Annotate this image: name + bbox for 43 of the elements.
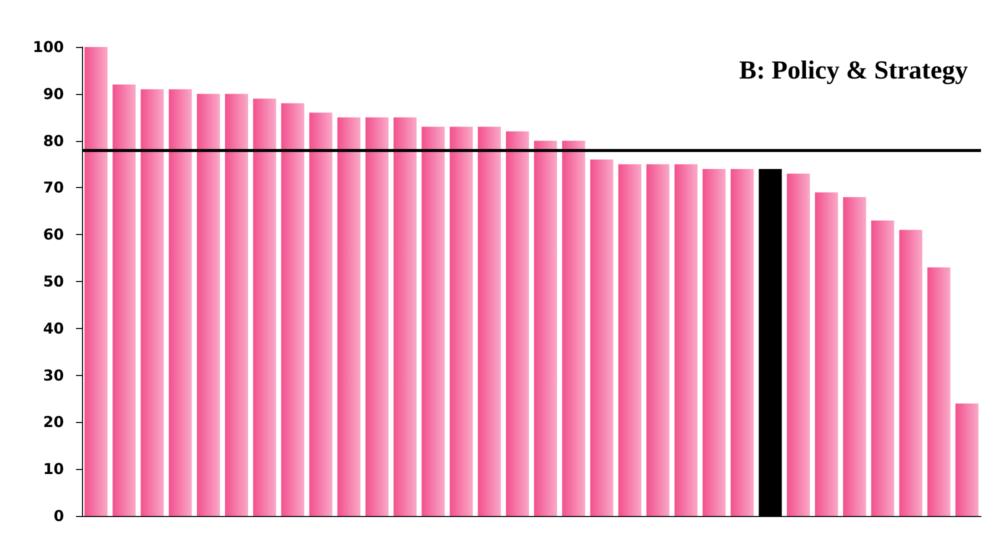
bar [702, 168, 726, 516]
bar [618, 164, 642, 516]
y-tick-label: 60 [43, 226, 64, 244]
y-tick-label: 100 [32, 38, 64, 56]
y-tick-label: 0 [54, 507, 64, 525]
y-tick-label: 90 [43, 84, 64, 103]
bar [168, 89, 192, 516]
bar [253, 98, 276, 516]
bar [196, 94, 220, 516]
bar [394, 117, 417, 516]
bar [422, 126, 445, 516]
bar [506, 131, 529, 516]
bar [674, 164, 698, 516]
bar [224, 94, 248, 516]
y-tick-label: 10 [43, 460, 64, 478]
bar [843, 197, 866, 516]
bar [730, 168, 754, 516]
bar [899, 230, 922, 516]
bar [309, 112, 332, 516]
bar [365, 117, 389, 516]
bar [534, 140, 558, 516]
y-tick-label: 70 [43, 178, 64, 197]
bar [590, 160, 614, 516]
bar [478, 126, 501, 516]
chart-title: B: Policy & Strategy [739, 56, 968, 84]
y-tick-label: 30 [43, 366, 64, 384]
bar [562, 140, 586, 516]
bar [112, 84, 136, 516]
bar [281, 103, 304, 516]
bar [955, 403, 978, 516]
y-tick-label: 40 [43, 319, 64, 338]
bar [450, 126, 473, 516]
y-tick-label: 50 [43, 272, 64, 290]
bar [140, 89, 164, 516]
bar [814, 192, 838, 516]
bar [871, 220, 894, 516]
bar [786, 174, 810, 516]
y-tick-label: 80 [43, 132, 64, 150]
bar [927, 267, 950, 516]
y-tick-label: 20 [43, 413, 64, 432]
bar [337, 117, 360, 516]
bar [646, 164, 670, 516]
bar [84, 47, 108, 516]
